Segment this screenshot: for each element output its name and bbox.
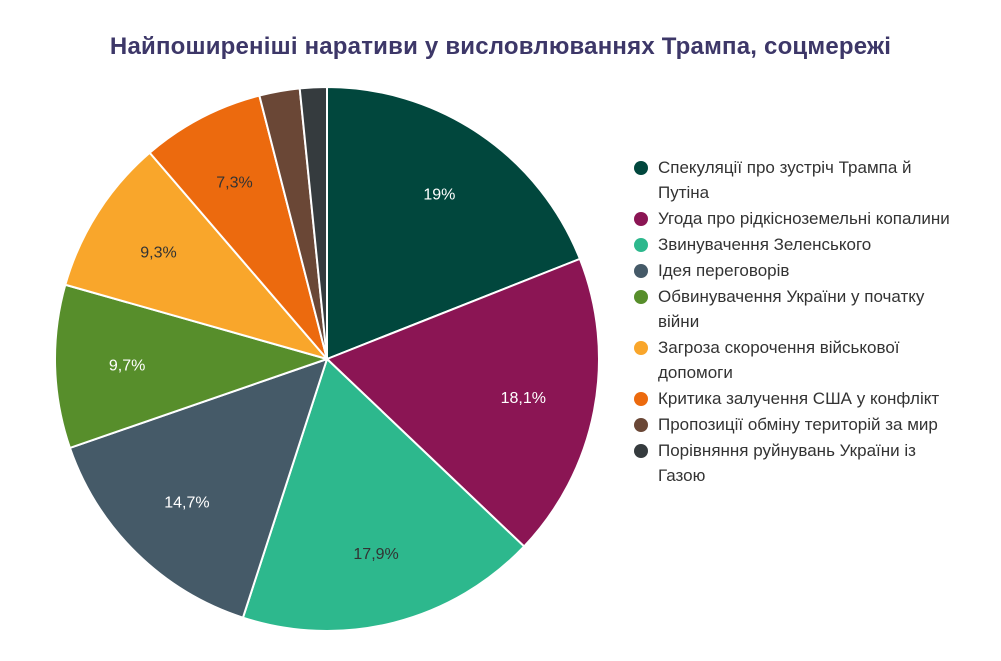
legend-swatch-1 [634,212,648,226]
legend-item-0: Спекуляції про зустріч Трампа й Путіна [634,155,964,205]
slice-label-4: 9,7% [109,358,145,375]
pie-slice-4 [54,283,331,450]
legend-label-1: Угода про рідкісноземельні копалини [658,209,950,228]
pie-slice-5 [64,151,330,361]
legend-item-4: Обвинувачення України у початку війни [634,284,964,334]
pie-slice-2 [241,357,526,632]
pie-slice-3 [68,357,329,619]
legend-swatch-8 [634,444,648,458]
legend-label-4: Обвинувачення України у початку війни [658,287,925,331]
legend-label-2: Звинувачення Зеленського [658,235,872,254]
slice-label-1: 18,1% [501,390,546,407]
legend-swatch-6 [634,392,648,406]
legend-label-0: Спекуляції про зустріч Трампа й Путіна [658,158,912,202]
legend-item-7: Пропозиції обміну територій за мир [634,412,964,437]
pie-slice-0 [326,85,582,361]
legend-swatch-7 [634,418,648,432]
pie-slice-8 [298,85,328,360]
slice-label-6: 7,3% [216,175,252,192]
slice-label-0: 19% [423,187,455,204]
legend-label-7: Пропозиції обміну територій за мир [658,415,938,434]
chart-legend: Спекуляції про зустріч Трампа й Путіна Уг… [634,155,964,489]
legend-swatch-0 [634,161,648,175]
pie-slice-6 [148,94,328,360]
legend-swatch-5 [634,341,648,355]
legend-label-5: Загроза скорочення військової допомоги [658,338,900,382]
slice-label-5: 9,3% [140,244,176,261]
legend-item-2: Звинувачення Зеленського [634,232,964,257]
legend-item-3: Ідея переговорів [634,258,964,283]
legend-label-3: Ідея переговорів [658,261,790,280]
chart-title: Найпоширеніші наративи у висловлюваннях … [109,33,892,60]
legend-item-8: Порівняння руйнувань України із Газою [634,438,964,488]
legend-swatch-2 [634,238,648,252]
legend-item-1: Угода про рідкісноземельні копалини [634,206,964,231]
legend-item-5: Загроза скорочення військової допомоги [634,335,964,385]
legend-label-8: Порівняння руйнувань України із Газою [658,441,916,485]
legend-item-6: Критика залучення США у конфлікт [634,386,964,411]
legend-swatch-4 [634,290,648,304]
slice-label-2: 17,9% [353,546,398,563]
legend-swatch-3 [634,264,648,278]
slice-label-3: 14,7% [164,495,209,512]
pie-slice-1 [325,257,600,548]
legend-label-6: Критика залучення США у конфлікт [658,389,940,408]
